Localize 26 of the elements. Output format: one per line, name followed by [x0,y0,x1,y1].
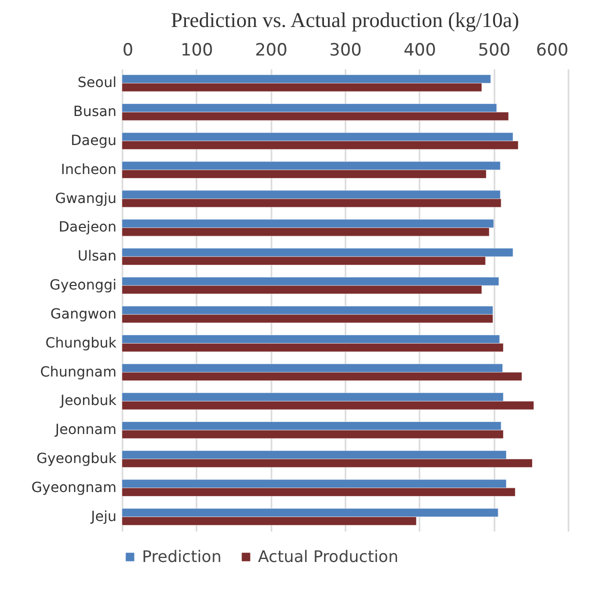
y-tick-label: Gwangju [55,190,116,207]
chart-title: Prediction vs. Actual production (kg/10a) [170,8,520,32]
y-tick-label: Jeonnam [54,422,116,438]
x-tick-label: 500 [478,40,510,60]
legend-label: Prediction [142,547,222,566]
y-tick-label: Ulsan [78,248,116,265]
y-tick-label: Gangwon [50,306,116,322]
y-tick-label: Daegu [70,132,116,149]
y-tick-label: Gyeongbuk [36,451,118,468]
x-tick-label: 300 [329,40,362,60]
x-tick-label: 600 [536,40,568,60]
y-tick-label: Gyeongnam [31,480,116,496]
x-tick-label: 100 [180,40,214,60]
y-tick-label: Chungbuk [45,335,118,352]
y-tick-label: Jeonbuk [59,393,118,410]
y-tick-label: Chungnam [40,364,116,380]
y-tick-label: Gyeonggi [50,278,116,294]
y-tick-label: Jeju [90,508,116,525]
y-tick-label: Seoul [78,75,116,92]
y-tick-label: Daejeon [58,220,116,236]
x-tick-label: 200 [254,40,288,60]
y-tick-label: Incheon [60,162,116,178]
x-tick-label: 0 [122,40,134,60]
x-tick-label: 400 [404,40,436,60]
legend-label: Actual Production [258,547,398,566]
y-tick-label: Busan [73,104,116,120]
